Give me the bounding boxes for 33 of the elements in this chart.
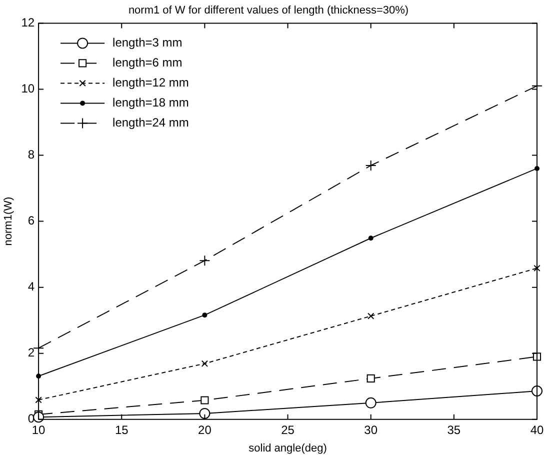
point bbox=[199, 255, 210, 266]
x-tick-label: 40 bbox=[530, 422, 544, 437]
legend-label: length=12 mm bbox=[112, 76, 189, 90]
x-tick-label: 35 bbox=[447, 422, 461, 437]
point bbox=[366, 374, 375, 382]
point bbox=[532, 386, 542, 397]
point bbox=[199, 408, 210, 419]
legend-label: length=3 mm bbox=[112, 36, 182, 50]
chart-title: norm1 of W for different values of length (thickness=30%) bbox=[128, 4, 409, 17]
legend-label: length=24 mm bbox=[112, 116, 189, 130]
point bbox=[368, 236, 374, 241]
y-tick-label: 4 bbox=[28, 280, 35, 294]
y-tick-label: 8 bbox=[28, 148, 35, 162]
point bbox=[202, 312, 208, 318]
x-axis-title: solid angle(deg) bbox=[248, 442, 327, 454]
point bbox=[365, 160, 376, 171]
y-tick-label: 6 bbox=[28, 214, 35, 228]
y-tick-label: 12 bbox=[21, 16, 35, 30]
x-tick-label: 15 bbox=[114, 422, 129, 437]
point bbox=[534, 264, 540, 272]
point bbox=[201, 360, 208, 367]
y-axis-title: norm1(W) bbox=[2, 196, 15, 246]
point bbox=[368, 312, 374, 320]
x-tick-label: 25 bbox=[281, 422, 295, 437]
x-tick-label: 20 bbox=[198, 422, 212, 437]
x-tick-label: 30 bbox=[364, 422, 378, 437]
point bbox=[35, 396, 42, 404]
legend-label: length=6 mm bbox=[112, 56, 182, 70]
point bbox=[200, 396, 209, 404]
point bbox=[365, 397, 376, 408]
y-tick-label: 10 bbox=[21, 82, 35, 96]
legend-label: length=18 mm bbox=[112, 96, 189, 110]
y-tick-label: 2 bbox=[28, 346, 35, 360]
